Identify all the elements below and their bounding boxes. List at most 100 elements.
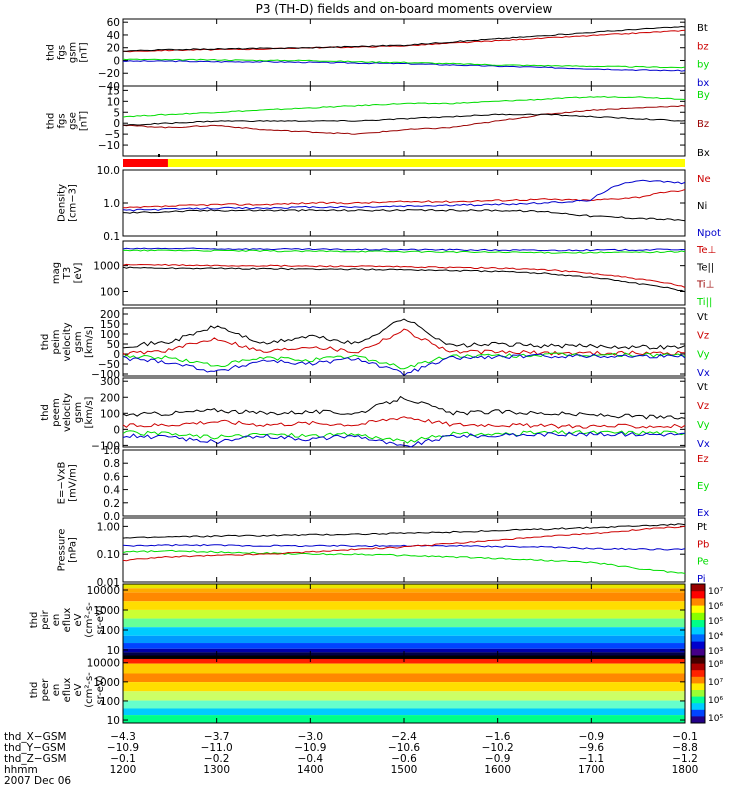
colorbar-segment	[691, 690, 705, 698]
y-axis-label-line: (cm²-s-	[84, 602, 95, 638]
spectrogram-band	[123, 643, 685, 649]
colorbar-tick-label: 10⁶	[708, 696, 723, 706]
panel-pressure: 1.00 0.10 0.01 Pressure[nPa] Pt Pb Pe Pi	[57, 517, 709, 589]
y-tick-label: 200	[100, 309, 120, 321]
legend-entry: Vx	[697, 439, 710, 450]
y-tick-label: −5	[105, 129, 120, 141]
x-tick-label: −0.1	[110, 753, 136, 765]
colorbar-segment	[691, 703, 705, 711]
series-line-Te⊥	[122, 263, 686, 288]
panel-frame	[122, 169, 686, 237]
x-tick-label: −8.8	[672, 742, 698, 754]
legend-entry: Ey	[697, 481, 709, 492]
panel-frame	[122, 449, 686, 517]
legend-entry: Te||	[696, 262, 714, 273]
y-axis-label-line: [km/s]	[84, 396, 95, 428]
panel-frame	[122, 377, 686, 448]
y-tick-label: 15	[107, 85, 120, 97]
colorbar-tick-label: 10⁵	[708, 617, 723, 627]
y-axis-label-line: Pressure	[57, 529, 68, 572]
panel-density: 10.0 1.0 0.1 Density[cm−3] Ne Ni Npot	[57, 165, 721, 243]
legend-entry: Vz	[697, 331, 709, 342]
y-tick-label: −20	[98, 68, 120, 80]
series-line-Vy	[122, 352, 686, 370]
panel-temperature: 1000 100 magT3[eV] Te⊥ Te|| Ti⊥ Ti||	[51, 240, 716, 308]
y-tick-label: −100	[91, 369, 120, 381]
legend-entry: Pi	[697, 574, 706, 585]
x-tick-label: −10.9	[294, 742, 326, 754]
x-tick-label: −11.0	[201, 742, 233, 754]
series-line-Ne	[122, 189, 686, 209]
date-label: 2007 Dec 06	[4, 775, 71, 787]
colorbar-segment	[691, 696, 705, 704]
y-tick-label: 100	[100, 696, 120, 708]
y-tick-label: 0	[113, 349, 120, 361]
y-axis-label-line: thd	[46, 113, 57, 130]
y-tick-label: 20	[107, 43, 120, 55]
y-axis-label-line: peim	[51, 329, 62, 354]
y-tick-label: 100	[100, 408, 120, 420]
colorbar-frame	[690, 656, 706, 724]
legend-entry: Te⊥	[696, 245, 716, 256]
series-line-by	[122, 58, 686, 69]
x-tick-label: −0.9	[485, 753, 511, 765]
legend-entry: Pt	[697, 522, 707, 533]
y-axis-label-line: velocity	[62, 393, 73, 432]
y-axis-label-line: [eV]	[73, 263, 84, 284]
series-line-Vt	[122, 395, 686, 420]
spectrogram-band	[123, 588, 685, 593]
y-tick-label: 0.1	[103, 231, 120, 243]
mode-bar-marker	[158, 154, 160, 157]
x-tick-label: 1200	[110, 764, 137, 776]
colorbar-segment	[691, 683, 705, 691]
x-tick-label: −0.9	[579, 731, 605, 743]
mode-bar	[123, 154, 685, 167]
series-line-Pb	[122, 525, 686, 562]
spectrogram-band	[123, 708, 685, 716]
y-tick-label: 0.8	[103, 458, 120, 470]
y-axis-label-line: [mV/m]	[68, 464, 79, 502]
y-axis-label-line: E=−VxB	[57, 462, 68, 505]
y-axis-label-line: [nT]	[79, 111, 90, 131]
y-tick-label: 1000	[93, 261, 120, 273]
mode-bar-fast	[167, 159, 685, 167]
y-axis-label: E=−VxB[mV/m]	[57, 462, 79, 505]
x-tick-label: −10.2	[482, 742, 514, 754]
y-tick-label: 0.6	[103, 471, 120, 483]
legend-entry: Vx	[697, 368, 710, 379]
series-line-Te||	[122, 266, 686, 293]
y-axis-label: thdfgsgse[nT]	[46, 111, 90, 131]
y-tick-label: −10	[98, 140, 120, 152]
x-tick-label: −3.7	[204, 731, 230, 743]
y-tick-label: 10	[107, 715, 120, 727]
colorbar-segment	[691, 641, 705, 650]
y-tick-label: 1.00	[97, 521, 120, 533]
series-line-Bt	[122, 25, 686, 52]
y-axis-label-line: velocity	[62, 322, 73, 361]
legend-entry: Pb	[697, 539, 709, 550]
colorbar-segment	[691, 612, 705, 621]
y-tick-label: −40	[98, 81, 120, 93]
y-axis-label-line: peir	[40, 609, 51, 629]
colorbar-segment	[691, 591, 705, 599]
spectrogram-band	[123, 682, 685, 692]
y-tick-label: 1.0	[103, 445, 120, 457]
y-tick-label: 200	[100, 392, 120, 404]
mode-bar-slow	[123, 159, 168, 167]
y-tick-label: 0.0	[103, 511, 120, 523]
series-line-Vy	[122, 430, 686, 444]
legend-entry: bx	[697, 78, 709, 89]
legend-entry: Vy	[697, 420, 710, 431]
y-tick-label: −50	[98, 359, 120, 371]
x-row-label: thd_X−GSM	[4, 731, 67, 743]
y-tick-label: 0.01	[97, 577, 120, 589]
x-tick-label: −1.6	[485, 731, 511, 743]
y-axis-label-line: fgs	[57, 113, 68, 128]
x-tick-label: 1700	[578, 764, 605, 776]
y-axis-label: Pressure[nPa]	[57, 529, 79, 572]
colorbar-segment	[691, 648, 705, 657]
panel-peer_eflux: 10⁸10⁷10⁶10⁵10000100010010thdpeereneflux…	[29, 656, 723, 727]
series-line-Vz	[122, 416, 686, 429]
series-line-bz	[122, 29, 686, 53]
